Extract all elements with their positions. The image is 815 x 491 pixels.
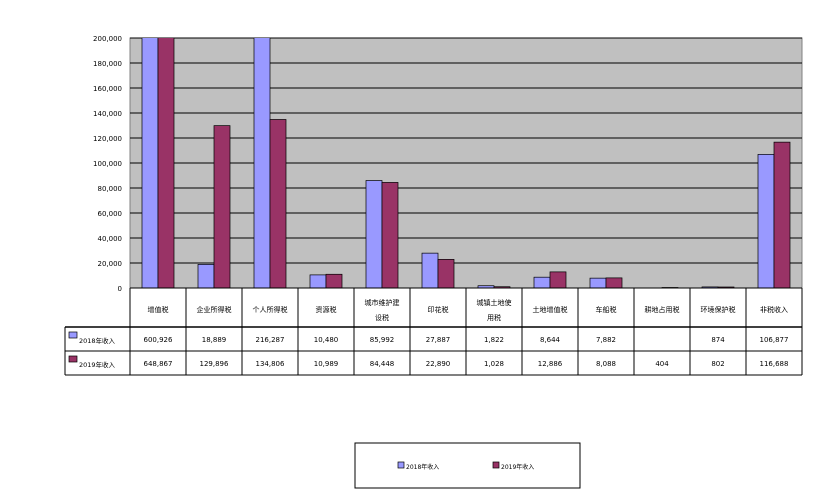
- category-label: 增值税: [148, 305, 169, 314]
- bar-2-7: [549, 271, 567, 288]
- data-label: 600,926: [144, 336, 173, 344]
- category-label: 车船税: [596, 305, 617, 314]
- bar-1-7: [533, 276, 551, 288]
- series-label-1: 2018年收入: [79, 336, 116, 345]
- legend-box: [354, 442, 581, 489]
- category-label: 非税收入: [760, 305, 788, 314]
- data-label: 18,889: [202, 336, 227, 344]
- bar-2-5: [437, 259, 455, 288]
- bar-1-0: [141, 38, 159, 288]
- series-label-2: 2019年收入: [79, 360, 116, 369]
- y-tick-label: 60,000: [98, 210, 123, 218]
- data-label: 1,028: [484, 360, 504, 368]
- bar-1-1: [197, 264, 215, 288]
- bar-2-2: [269, 119, 287, 288]
- y-tick-label: 40,000: [98, 235, 123, 243]
- data-label: 10,989: [314, 360, 339, 368]
- category-label: 耕地占用税: [645, 305, 680, 314]
- data-label: 216,287: [256, 336, 285, 344]
- data-label: 27,887: [426, 336, 451, 344]
- data-label: 874: [711, 336, 725, 344]
- bar-2-11: [773, 141, 791, 288]
- data-label: 10,480: [314, 336, 339, 344]
- data-label: 84,448: [370, 360, 395, 368]
- bar-2-0: [157, 38, 175, 288]
- data-label: 106,877: [760, 336, 789, 344]
- bar-1-4: [365, 180, 383, 288]
- bar-2-3: [325, 273, 343, 288]
- data-label: 22,890: [426, 360, 451, 368]
- legend-label-1: 2018年收入: [406, 463, 439, 471]
- bar-2-1: [213, 125, 231, 288]
- y-tick-label: 180,000: [93, 60, 122, 68]
- y-tick-label: 0: [118, 285, 122, 293]
- bar-1-2: [253, 38, 271, 288]
- data-label: 12,886: [538, 360, 563, 368]
- y-tick-label: 140,000: [93, 110, 122, 118]
- legend-key-1: [68, 331, 78, 339]
- bar-1-8: [589, 277, 607, 288]
- data-label: 648,867: [144, 360, 173, 368]
- y-tick-label: 120,000: [93, 135, 122, 143]
- category-label: 土地增值税: [533, 305, 568, 314]
- data-label: 8,088: [596, 360, 616, 368]
- y-tick-label: 100,000: [93, 160, 122, 168]
- legend-label-2: 2019年收入: [501, 463, 534, 471]
- legend-swatch-2: [492, 461, 500, 469]
- bar-1-11: [757, 154, 775, 288]
- legend-swatch-1: [397, 461, 405, 469]
- legend-key-2: [68, 355, 78, 363]
- category-label: 印花税: [428, 305, 449, 314]
- category-label-cont: 用税: [487, 313, 501, 322]
- data-label: 404: [655, 360, 669, 368]
- bar-2-8: [605, 277, 623, 288]
- category-label: 资源税: [316, 305, 337, 314]
- data-label: 129,896: [200, 360, 229, 368]
- data-label: 8,644: [540, 336, 561, 344]
- bar-1-3: [309, 274, 327, 288]
- data-label: 134,806: [256, 360, 285, 368]
- y-tick-label: 80,000: [98, 185, 123, 193]
- data-label: 116,688: [760, 360, 789, 368]
- bar-2-4: [381, 182, 399, 288]
- y-tick-label: 200,000: [93, 35, 122, 43]
- bar-1-5: [421, 252, 439, 288]
- y-tick-label: 20,000: [98, 260, 123, 268]
- category-label: 城市维护建: [365, 298, 400, 307]
- category-label-cont: 设税: [375, 313, 389, 322]
- data-label: 1,822: [484, 336, 504, 344]
- category-label: 企业所得税: [197, 305, 232, 314]
- category-label: 个人所得税: [253, 305, 288, 314]
- data-label: 85,992: [370, 336, 395, 344]
- category-label: 城镇土地使: [477, 298, 512, 307]
- y-tick-label: 160,000: [93, 85, 122, 93]
- data-label: 7,882: [596, 336, 616, 344]
- data-label: 802: [711, 360, 724, 368]
- category-label: 环境保护税: [701, 305, 736, 314]
